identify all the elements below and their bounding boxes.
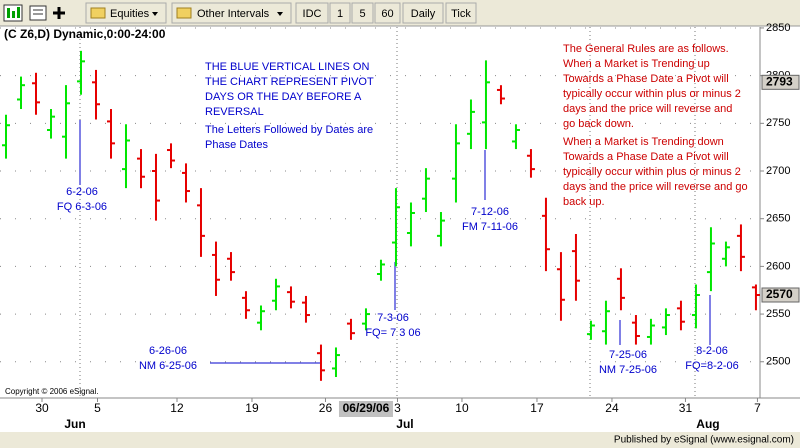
button-label: 60: [381, 8, 393, 20]
button-frame: [374, 2, 401, 24]
annotation-text: When a Market is Trending up: [563, 58, 710, 70]
chart-type-icon[interactable]: [3, 4, 23, 22]
button-frame: [329, 2, 351, 24]
price-marker-label: 2793: [766, 74, 793, 88]
annotation-text: 7-25-06: [609, 349, 647, 361]
interval-buttons: IDC 1 5 60 Daily Tick: [295, 2, 477, 24]
interval-button[interactable]: 5: [351, 2, 374, 24]
x-tick-label: 10: [455, 401, 469, 415]
button-frame: [402, 2, 444, 24]
button-frame: [85, 2, 167, 24]
dropdown-arrow: [152, 12, 158, 16]
y-tick-label: 2650: [766, 213, 790, 225]
annotation-text: 6-2-06: [66, 186, 98, 198]
annotation-text: typically occur within plus or minus 2: [563, 166, 741, 178]
annotation-text: days and the price will reverse and go: [563, 181, 748, 193]
icon-bar: [17, 7, 20, 18]
annotation-text: NM 6-25-06: [139, 360, 197, 372]
folder-icon: [176, 7, 192, 19]
annotation-text: FM 7-11-06: [462, 221, 518, 233]
annotation-text: NM 7-25-06: [599, 364, 657, 376]
interval-button[interactable]: Daily: [402, 2, 444, 24]
annotation-text: days and the price will reverse and: [563, 103, 732, 115]
month-label: Jul: [396, 417, 413, 431]
footer: Published by eSignal (www.esignal.com): [614, 435, 794, 446]
y-tick-label: 2850: [766, 22, 790, 34]
button-label: IDC: [303, 8, 322, 20]
interval-button[interactable]: IDC: [295, 2, 329, 24]
annotation-text: 7-3-06: [377, 312, 409, 324]
x-tick-label: 19: [245, 401, 259, 415]
price-marker-label: 2570: [766, 287, 793, 301]
annotation-text: The General Rules are as follows.: [563, 43, 729, 55]
pivot-lines: [79, 120, 711, 364]
annotation-text: Towards a Phase Date a Pivot will: [563, 73, 729, 85]
annotation-text: FQ= 7 3 06: [365, 327, 420, 339]
folder-icon: [90, 7, 106, 19]
annotation-text: FQ 6-3-06: [57, 201, 107, 213]
equities-button[interactable]: Equities: [85, 2, 167, 24]
annotation-text: THE CHART REPRESENT PIVOT: [205, 76, 374, 88]
annotation-text: typically occur within plus or minus 2: [563, 88, 741, 100]
properties-icon[interactable]: [29, 5, 47, 21]
icon-bar: [12, 11, 15, 18]
copyright: Copyright © 2006 eSignal.: [5, 387, 99, 396]
y-tick-label: 2700: [766, 165, 790, 177]
highlighted-date-box: [338, 401, 393, 417]
x-tick-label: 17: [530, 401, 544, 415]
chart-title: (C Z6,D) Dynamic,0:00-24:00: [4, 27, 166, 41]
x-tick-label: 3: [394, 401, 401, 415]
y-tick-label: 2750: [766, 117, 790, 129]
add-icon[interactable]: [53, 7, 65, 19]
x-tick-label: 31: [679, 401, 693, 415]
annotation-text: Towards a Phase Date a Pivot will: [563, 151, 729, 163]
button-label: Equities: [110, 8, 150, 20]
month-label: Aug: [696, 417, 719, 431]
button-label: Daily: [411, 8, 436, 20]
button-frame: [295, 2, 329, 24]
plot-area: [0, 27, 760, 398]
interval-button[interactable]: 60: [374, 2, 401, 24]
price-marker-box: [761, 74, 800, 90]
dropdown-arrow: [277, 12, 283, 16]
annotation-text: 7-12-06: [471, 206, 509, 218]
x-tick-label: 26: [319, 401, 333, 415]
y-tick-label: 2600: [766, 260, 790, 272]
price-marker-box: [761, 287, 800, 303]
x-tick-label: 5: [94, 401, 101, 415]
x-tick-label: 7: [754, 401, 761, 415]
button-frame: [171, 2, 292, 24]
annotation-text: 8-2-06: [696, 345, 728, 357]
annotation-text: THE BLUE VERTICAL LINES ON: [205, 61, 369, 73]
button-label: Other Intervals: [197, 8, 270, 20]
icon-frame: [29, 5, 47, 21]
button-label: 1: [337, 8, 343, 20]
status-bar: [0, 432, 800, 448]
month-label: Jun: [64, 417, 85, 431]
y-tick-label: 2550: [766, 308, 790, 320]
annotation-text: back up.: [563, 196, 605, 208]
icon-bar: [7, 8, 10, 18]
interval-button[interactable]: 1: [329, 2, 351, 24]
button-label: Tick: [451, 8, 471, 20]
x-tick-label: 12: [170, 401, 184, 415]
y-tick-label: 2500: [766, 356, 790, 368]
annotation-text: Phase Dates: [205, 139, 268, 151]
annotation-text: REVERSAL: [205, 106, 264, 118]
button-frame: [351, 2, 374, 24]
button-frame: [445, 2, 477, 24]
intervals-button[interactable]: Other Intervals: [171, 2, 292, 24]
interval-button[interactable]: Tick: [445, 2, 477, 24]
annotation-text: When a Market is Trending down: [563, 136, 724, 148]
x-tick-label: 24: [605, 401, 619, 415]
annotation-text: DAYS OR THE DAY BEFORE A: [205, 91, 362, 103]
annotation-text: go back down.: [563, 118, 634, 130]
highlighted-date: 06/29/06: [343, 401, 390, 415]
button-label: 5: [359, 8, 365, 20]
annotation-text: 6-26-06: [149, 345, 187, 357]
annotation-text: The Letters Followed by Dates are: [205, 124, 373, 136]
annotation-text: FQ=8-2-06: [685, 360, 739, 372]
x-tick-label: 30: [35, 401, 49, 415]
